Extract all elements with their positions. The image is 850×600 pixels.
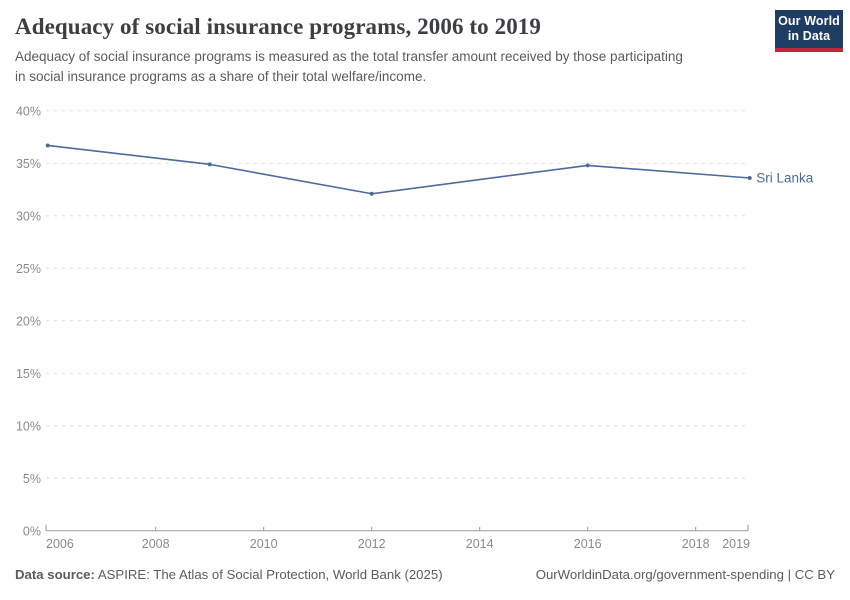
- owid-logo-line2: in Data: [787, 29, 831, 43]
- y-tick-label: 0%: [23, 524, 41, 538]
- x-tick-label: 2008: [142, 537, 170, 551]
- chart-header: Adequacy of social insurance programs, 2…: [0, 0, 850, 87]
- y-tick-label: 40%: [16, 104, 41, 118]
- data-point: [585, 163, 590, 168]
- owid-logo-text: Our World in Data: [775, 10, 843, 48]
- x-tick-label: 2012: [358, 537, 386, 551]
- owid-logo-line1: Our World: [778, 14, 840, 28]
- x-tick-label: 2016: [574, 537, 602, 551]
- data-source-label: Data source:: [15, 567, 95, 582]
- data-point: [369, 191, 374, 196]
- data-source-value: ASPIRE: The Atlas of Social Protection, …: [94, 567, 443, 582]
- x-tick-label: 2014: [466, 537, 494, 551]
- series-line: [46, 144, 751, 195]
- y-tick-label: 10%: [16, 419, 41, 433]
- chart-title: Adequacy of social insurance programs, 2…: [15, 14, 542, 39]
- data-point: [45, 143, 50, 148]
- y-tick-label: 5%: [23, 472, 41, 486]
- data-source-note: Data source: ASPIRE: The Atlas of Social…: [15, 567, 443, 582]
- x-tick-label: 2010: [250, 537, 278, 551]
- owid-logo-stripe: [775, 48, 843, 52]
- data-point: [207, 162, 212, 167]
- y-tick-label: 35%: [16, 157, 41, 171]
- chart-subtitle: Adequacy of social insurance programs is…: [15, 49, 683, 84]
- x-tick-label: 2006: [46, 537, 74, 551]
- y-tick-label: 30%: [16, 209, 41, 223]
- chart-footer: Data source: ASPIRE: The Atlas of Social…: [15, 567, 835, 582]
- y-tick-label: 15%: [16, 367, 41, 381]
- y-tick-label: 20%: [16, 314, 41, 328]
- data-point: [747, 176, 752, 180]
- y-tick-label: 25%: [16, 262, 41, 276]
- x-tick-label: 2019: [722, 537, 750, 551]
- attribution-note: OurWorldinData.org/government-spending |…: [535, 567, 835, 582]
- owid-logo: Our World in Data: [775, 10, 843, 52]
- entity-label: Sri Lanka: [756, 171, 814, 186]
- x-tick-label: 2018: [682, 537, 710, 551]
